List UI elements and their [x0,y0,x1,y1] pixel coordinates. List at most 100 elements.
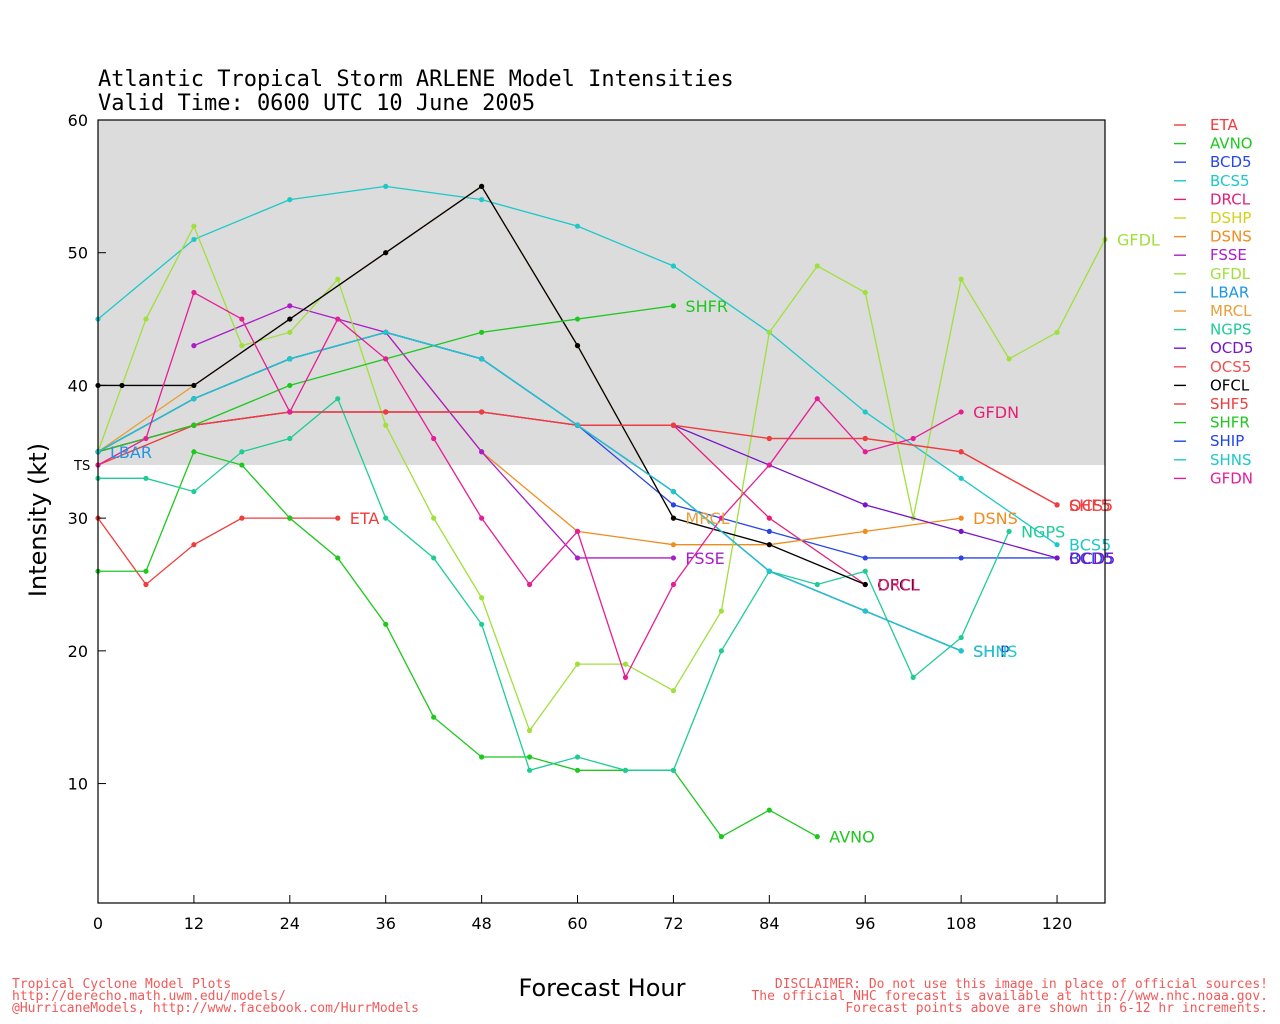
series-label-fsse: FSSE [685,549,724,568]
data-point [958,634,964,641]
data-point [287,409,293,415]
data-point [670,263,677,269]
series-label-gfdn: GFDN [973,403,1019,422]
footer-left-line: Tropical Cyclone Model Plots [12,977,231,992]
data-point [479,754,485,760]
data-point [958,475,964,481]
data-point [335,316,341,322]
data-point [383,183,389,189]
data-point [670,502,677,508]
data-point [383,409,389,415]
data-point [766,435,772,442]
series-line-ngps [98,397,1010,772]
x-tick-label: 48 [471,914,491,933]
y-tick-label: 10 [68,775,88,794]
ts-shading [98,120,1105,466]
data-point [287,197,293,203]
data-point [479,409,485,415]
series-label-gfdl: GFDL [1117,230,1160,249]
data-point [718,834,724,840]
data-point [479,595,485,601]
data-point [574,316,581,322]
data-point [958,528,964,535]
legend-entry-drcl: DRCL [1210,190,1251,208]
data-point [910,435,916,442]
data-point [383,621,389,627]
data-point [910,674,916,680]
data-point [191,449,197,455]
data-point [574,343,581,349]
series-label-avno: AVNO [829,828,874,847]
footer-right-line: The official NHC forecast is available a… [751,989,1268,1004]
series-gfdn [95,289,964,680]
data-point [862,608,868,614]
y-axis-label: Intensity (kt) [24,443,52,597]
data-point [191,382,197,389]
data-point [814,834,820,840]
data-point [335,396,341,402]
data-point [191,236,197,243]
data-point [670,688,677,694]
chart-subtitle: Valid Time: 0600 UTC 10 June 2005 [98,91,535,116]
data-point [431,714,437,720]
data-point [287,329,293,335]
x-tick-label: 0 [93,914,103,933]
data-point [239,462,245,468]
data-point [479,515,485,521]
legend-entry-shns: SHNS [1210,451,1252,469]
data-point [622,767,629,773]
footer-right: DISCLAIMER: Do not use this image in pla… [751,977,1268,1016]
chart-title: Atlantic Tropical Storm ARLENE Model Int… [98,67,734,92]
data-point [191,488,197,495]
data-point [814,396,820,402]
data-point [479,356,485,362]
x-axis-label: Forecast Hour [519,974,686,1002]
data-point [287,515,293,521]
data-point [622,674,629,680]
data-point [862,568,868,574]
data-point [287,356,293,362]
data-point [1054,502,1060,508]
x-tick-label: 96 [855,914,875,933]
data-point [574,555,581,561]
y-tick-label: 30 [68,509,88,528]
legend-entry-gfdl: GFDL [1210,265,1251,283]
series-label-shns: SHNS [973,642,1017,661]
data-point [383,329,389,335]
series-label-drcl: DRCL [877,575,920,594]
x-tick-label: 72 [663,914,683,933]
series-line-fsse [193,305,674,559]
data-point [958,648,964,654]
data-point [383,515,389,521]
data-point [526,754,533,760]
data-point [862,289,868,296]
footer-left-line: @HurricaneModels, http://www.facebook.co… [12,1001,419,1016]
series-eta [95,515,341,588]
data-point [718,515,724,521]
legend-entry-ocs5: OCS5 [1210,358,1251,376]
y-axis-ticks: 10 20 30 40 50 60 [68,111,106,794]
data-point [670,422,677,428]
data-point [862,435,868,442]
data-point [287,382,293,389]
y-tick-label: 50 [68,244,88,263]
data-point [479,329,485,335]
data-point [670,542,677,548]
footer-right-line: Forecast points above are shown in 6-12 … [845,1001,1268,1016]
data-point [191,289,197,296]
data-point [622,661,629,667]
data-point [431,435,437,442]
data-point [383,422,389,428]
data-point [814,263,820,269]
data-point [287,303,293,309]
legend-entry-fsse: FSSE [1210,246,1247,264]
data-point [670,515,677,521]
legend-entry-ocd5: OCD5 [1210,339,1253,357]
legend-entry-shfr: SHFR [1210,414,1250,432]
data-point [335,276,341,282]
series-label-ship: SHIP [973,642,1010,661]
data-point [862,555,868,561]
data-point [1006,356,1012,362]
footer-right-line: DISCLAIMER: Do not use this image in pla… [775,977,1268,992]
